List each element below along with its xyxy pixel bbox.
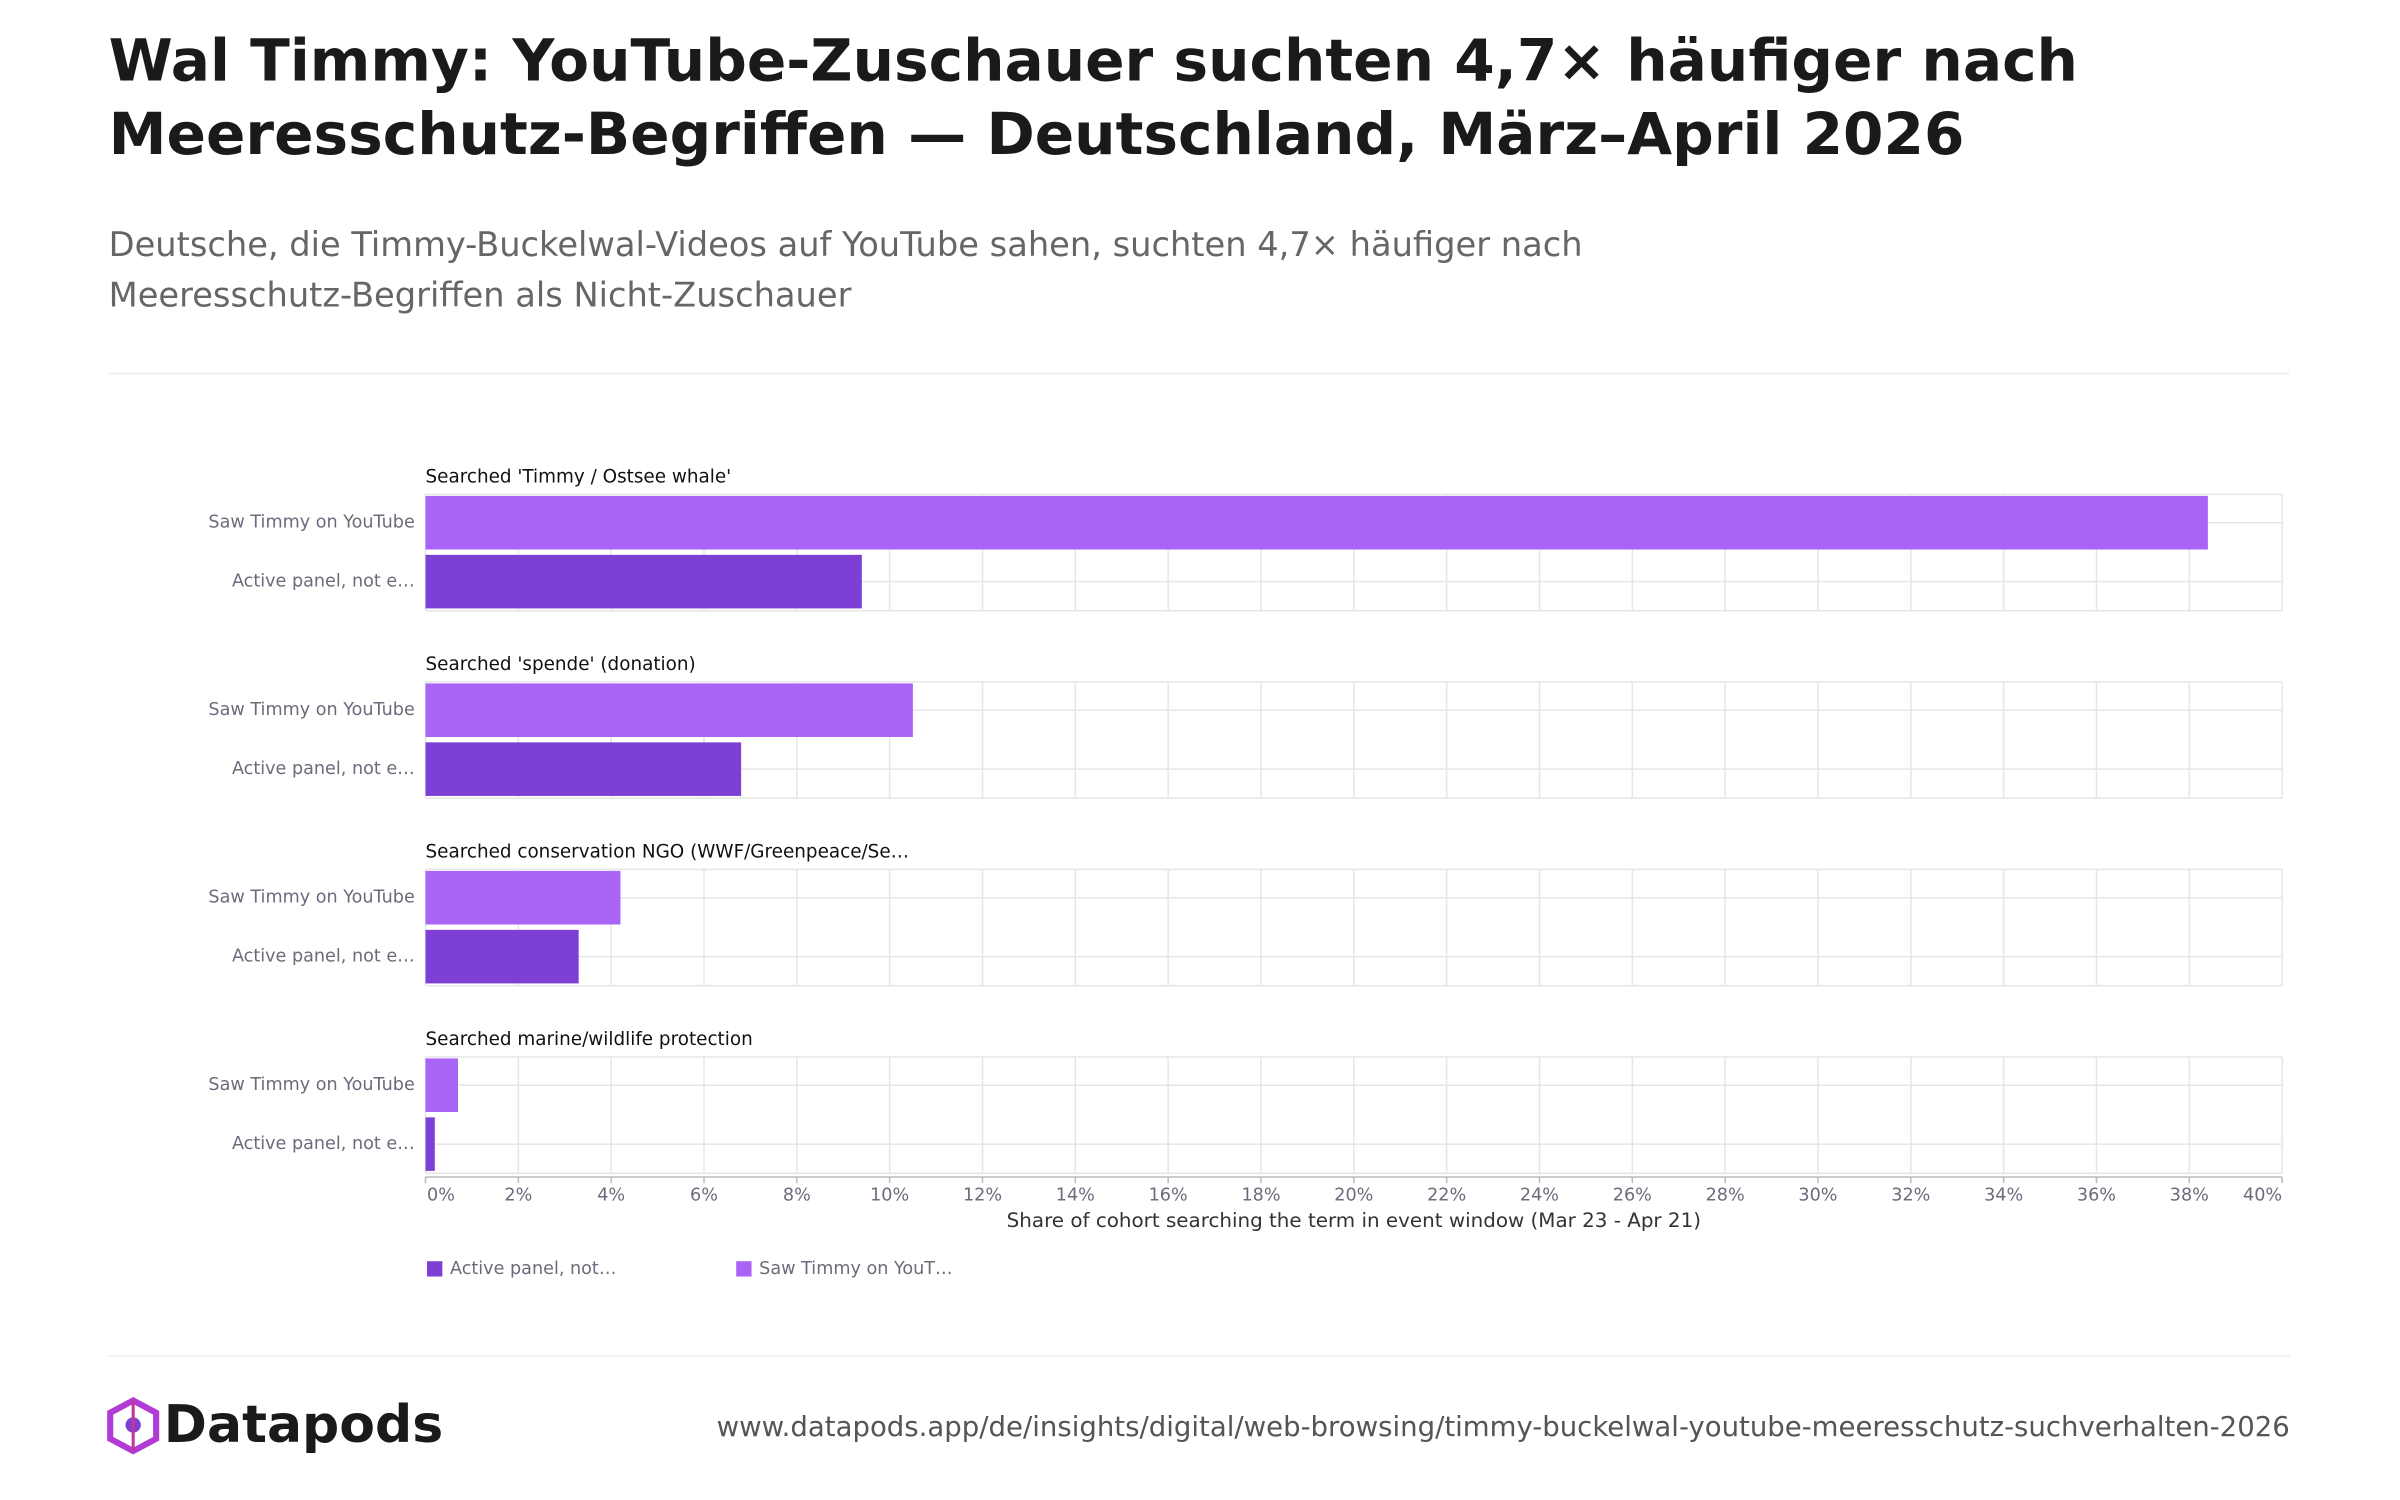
category-label: Saw Timmy on YouTube bbox=[208, 700, 414, 720]
x-tick-label: 0% bbox=[427, 1185, 455, 1205]
x-tick-label: 30% bbox=[1798, 1185, 1837, 1205]
category-label: Saw Timmy on YouTube bbox=[208, 1075, 414, 1095]
x-tick-label: 12% bbox=[963, 1185, 1002, 1205]
chart-subtitle: Deutsche, die Timmy-Buckelwal-Videos auf… bbox=[109, 225, 1583, 264]
x-tick-label: 22% bbox=[1427, 1185, 1466, 1205]
bar bbox=[425, 495, 2208, 550]
bar bbox=[425, 1058, 459, 1112]
bar bbox=[425, 742, 742, 796]
legend-label: Saw Timmy on YouT… bbox=[759, 1259, 952, 1279]
logo-icon bbox=[107, 1397, 160, 1455]
category-label: Saw Timmy on YouTube bbox=[208, 888, 414, 908]
chart-subtitle: Meeresschutz-Begriffen als Nicht-Zuschau… bbox=[109, 275, 852, 314]
category-label: Active panel, not e… bbox=[232, 947, 415, 967]
chart-title: Wal Timmy: YouTube-Zuschauer suchten 4,7… bbox=[109, 26, 2078, 94]
category-label: Active panel, not e… bbox=[232, 759, 415, 779]
x-tick-label: 38% bbox=[2170, 1185, 2209, 1205]
x-tick-label: 36% bbox=[2077, 1185, 2116, 1205]
bar bbox=[425, 683, 913, 737]
panel-title: Searched 'Timmy / Ostsee whale' bbox=[426, 467, 732, 488]
x-tick-label: 26% bbox=[1613, 1185, 1652, 1205]
panel-title: Searched marine/wildlife protection bbox=[426, 1029, 753, 1050]
x-tick-label: 24% bbox=[1520, 1185, 1559, 1205]
x-tick-label: 28% bbox=[1706, 1185, 1745, 1205]
legend-swatch bbox=[736, 1261, 752, 1277]
x-tick-label: 2% bbox=[504, 1185, 532, 1205]
legend-swatch bbox=[427, 1261, 443, 1277]
x-tick-label: 14% bbox=[1056, 1185, 1095, 1205]
panel-title: Searched 'spende' (donation) bbox=[426, 654, 696, 675]
bar bbox=[425, 870, 621, 925]
brand: Datapods bbox=[164, 1395, 444, 1455]
bar bbox=[425, 929, 579, 984]
source-url: www.datapods.app/de/insights/digital/web… bbox=[717, 1411, 2290, 1443]
x-tick-label: 16% bbox=[1149, 1185, 1188, 1205]
x-tick-label: 8% bbox=[783, 1185, 811, 1205]
chart-title: Meeresschutz-Begriffen — Deutschland, Mä… bbox=[109, 100, 1965, 168]
x-tick-label: 6% bbox=[690, 1185, 718, 1205]
x-tick-label: 18% bbox=[1241, 1185, 1280, 1205]
x-tick-label: 20% bbox=[1334, 1185, 1373, 1205]
category-label: Saw Timmy on YouTube bbox=[208, 513, 414, 533]
panel-title: Searched conservation NGO (WWF/Greenpeac… bbox=[426, 842, 910, 863]
bar bbox=[425, 554, 862, 609]
x-tick-label: 34% bbox=[1984, 1185, 2023, 1205]
x-axis-label: Share of cohort searching the term in ev… bbox=[1007, 1209, 1701, 1232]
legend-label: Active panel, not… bbox=[450, 1259, 616, 1279]
x-tick-label: 40% bbox=[2243, 1185, 2282, 1205]
category-label: Active panel, not e… bbox=[232, 572, 415, 592]
category-label: Active panel, not e… bbox=[232, 1134, 415, 1154]
x-tick-label: 32% bbox=[1891, 1185, 1930, 1205]
x-tick-label: 4% bbox=[597, 1185, 625, 1205]
x-tick-label: 10% bbox=[870, 1185, 909, 1205]
bar bbox=[425, 1117, 435, 1171]
